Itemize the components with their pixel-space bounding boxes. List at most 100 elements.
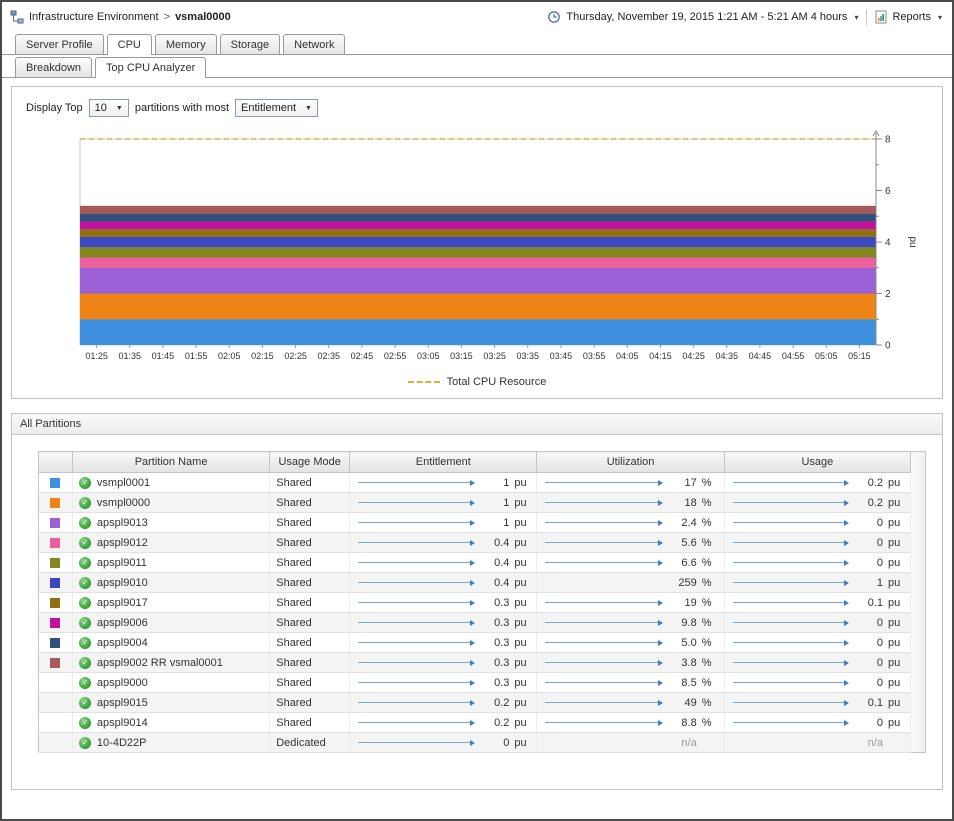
trend-sparkline (732, 720, 850, 726)
x-tick-label: 04:05 (616, 351, 639, 361)
breadcrumb-root[interactable]: Infrastructure Environment (29, 11, 159, 23)
usage-cell-value: 0 (876, 636, 884, 649)
timerange-control[interactable]: Thursday, November 19, 2015 1:21 AM - 5:… (547, 10, 858, 24)
top-bar: Infrastructure Environment > vsmal0000 T… (2, 2, 952, 32)
entitlement-cell-value: 0.2 (494, 696, 510, 709)
swatch-cell (38, 512, 73, 533)
status-ok-icon: ✓ (78, 736, 91, 749)
table-row[interactable]: ✓ apspl9012 Shared 0.4 pu 5.6% 0 pu (38, 532, 912, 553)
partition-name[interactable]: apspl9013 (96, 516, 148, 529)
utilization-cell: n/a (536, 732, 725, 753)
status-ok-icon: ✓ (78, 616, 91, 629)
tab-memory[interactable]: Memory (154, 34, 217, 54)
partition-name[interactable]: apspl9017 (96, 596, 148, 609)
table-row[interactable]: ✓ vsmpl0000 Shared 1 pu 18% 0.2 pu (38, 492, 912, 513)
partition-name[interactable]: apspl9006 (96, 616, 148, 629)
entitlement-cell: 0.4 pu (349, 552, 538, 573)
column-header-partition-name[interactable]: Partition Name (71, 451, 271, 473)
usage-mode-cell: Shared (269, 472, 351, 493)
partition-name[interactable]: apspl9011 (96, 556, 147, 569)
series-color-swatch (50, 497, 61, 508)
tab-server-profile[interactable]: Server Profile (15, 34, 104, 54)
x-tick-label: 02:15 (251, 351, 274, 361)
usage-cell: 0.1 pu (724, 592, 912, 613)
partition-name[interactable]: apspl9004 (96, 636, 148, 649)
table-row[interactable]: ✓ 10-4D22P Dedicated 0 pu n/a n/a (38, 732, 912, 753)
metric-select[interactable]: Entitlement ▼ (235, 99, 318, 117)
column-header-utilization[interactable]: Utilization (536, 451, 725, 473)
table-row[interactable]: ✓ apspl9000 Shared 0.3 pu 8.5% 0 pu (38, 672, 912, 693)
chart-band-apspl9011 (80, 247, 876, 258)
status-ok-icon: ✓ (78, 496, 91, 509)
entitlement-cell-unit: pu (514, 556, 527, 569)
usage-cell: 1 pu (724, 572, 912, 593)
entitlement-cell: 0 pu (349, 732, 538, 753)
usage-mode-cell: Shared (269, 612, 351, 633)
swatch-cell (38, 692, 73, 713)
usage-cell-unit: pu (888, 496, 901, 509)
entitlement-cell: 1 pu (349, 492, 538, 513)
x-tick-label: 01:45 (152, 351, 175, 361)
table-row[interactable]: ✓ apspl9011 Shared 0.4 pu 6.6% 0 pu (38, 552, 912, 573)
table-header-row: Partition Name Usage Mode Entitlement Utili… (38, 451, 912, 473)
top-count-select[interactable]: 10 ▼ (88, 99, 129, 117)
x-tick-label: 03:55 (583, 351, 606, 361)
utilization-cell: 49% (536, 692, 725, 713)
clock-icon (548, 11, 561, 23)
tab-storage[interactable]: Storage (219, 34, 281, 54)
trend-sparkline (358, 540, 476, 546)
utilization-cell: 259% (536, 572, 725, 593)
y-axis-unit-label: pu (907, 236, 918, 247)
partition-name[interactable]: apspl9015 (96, 696, 148, 709)
reports-button[interactable]: Reports ▾ (875, 10, 942, 24)
subtab-top-cpu-analyzer[interactable]: Top CPU Analyzer (95, 57, 207, 78)
partition-name[interactable]: vsmpl0001 (96, 476, 151, 489)
table-row[interactable]: ✓ apspl9015 Shared 0.2 pu 49% 0.1 pu (38, 692, 912, 713)
x-tick-label: 01:55 (185, 351, 208, 361)
table-scrollbar-track[interactable] (911, 451, 926, 753)
table-row[interactable]: ✓ apspl9002 RR vsmal0001 Shared 0.3 pu 3.8% 0 p… (38, 652, 912, 673)
utilization-cell: 3.8% (536, 652, 725, 673)
partition-name[interactable]: apspl9002 RR vsmal0001 (96, 656, 223, 669)
chevron-down-icon: ▼ (305, 104, 312, 112)
partition-name[interactable]: vsmpl0000 (96, 496, 151, 509)
partition-name[interactable]: apspl9012 (96, 536, 148, 549)
entitlement-cell: 0.4 pu (349, 532, 538, 553)
table-row[interactable]: ✓ vsmpl0001 Shared 1 pu 17% 0.2 pu (38, 472, 912, 493)
entitlement-cell: 1 pu (349, 472, 538, 493)
report-icon (875, 10, 887, 24)
entitlement-cell-value: 0.3 (494, 656, 510, 669)
table-row[interactable]: ✓ apspl9017 Shared 0.3 pu 19% 0.1 pu (38, 592, 912, 613)
utilization-cell: 17% (536, 472, 725, 493)
swatch-cell (38, 612, 73, 633)
table-row[interactable]: ✓ apspl9004 Shared 0.3 pu 5.0% 0 pu (38, 632, 912, 653)
tab-cpu[interactable]: CPU (106, 34, 152, 55)
y-axis-arrow (872, 130, 880, 137)
top-count-value: 10 (94, 102, 107, 114)
usage-cell: 0 pu (724, 612, 912, 633)
trend-sparkline (545, 660, 664, 666)
chart-band-apspl9002-rr-vsmal0001 (80, 205, 876, 214)
column-header-entitlement[interactable]: Entitlement (349, 451, 538, 473)
usage-cell-unit: pu (888, 536, 901, 549)
tab-network[interactable]: Network (283, 34, 346, 54)
table-row[interactable]: ✓ apspl9006 Shared 0.3 pu 9.8% 0 pu (38, 612, 912, 633)
swatch-cell (38, 732, 73, 753)
partition-name[interactable]: apspl9010 (96, 576, 148, 589)
usage-cell-value: 0 (876, 536, 884, 549)
table-row[interactable]: ✓ apspl9014 Shared 0.2 pu 8.8% 0 pu (38, 712, 912, 733)
secondary-tab-bar: Breakdown Top CPU Analyzer (2, 55, 952, 78)
table-row[interactable]: ✓ apspl9013 Shared 1 pu 2.4% 0 pu (38, 512, 912, 533)
topbar-right: Thursday, November 19, 2015 1:21 AM - 5:… (547, 9, 942, 25)
table-row[interactable]: ✓ apspl9010 Shared 0.4 pu 259% 1 pu (38, 572, 912, 593)
partition-name[interactable]: apspl9000 (96, 676, 148, 689)
partitions-table-area: Partition Name Usage Mode Entitlement Utili… (12, 435, 942, 789)
usage-cell-unit: pu (888, 516, 901, 529)
partition-name[interactable]: 10-4D22P (96, 736, 147, 749)
trend-sparkline (545, 480, 664, 486)
column-header-usage-mode[interactable]: Usage Mode (269, 451, 351, 473)
column-header-usage[interactable]: Usage (723, 451, 912, 473)
primary-tab-bar: Server Profile CPU Memory Storage Network (2, 32, 952, 55)
partition-name[interactable]: apspl9014 (96, 716, 148, 729)
subtab-breakdown[interactable]: Breakdown (15, 57, 93, 77)
